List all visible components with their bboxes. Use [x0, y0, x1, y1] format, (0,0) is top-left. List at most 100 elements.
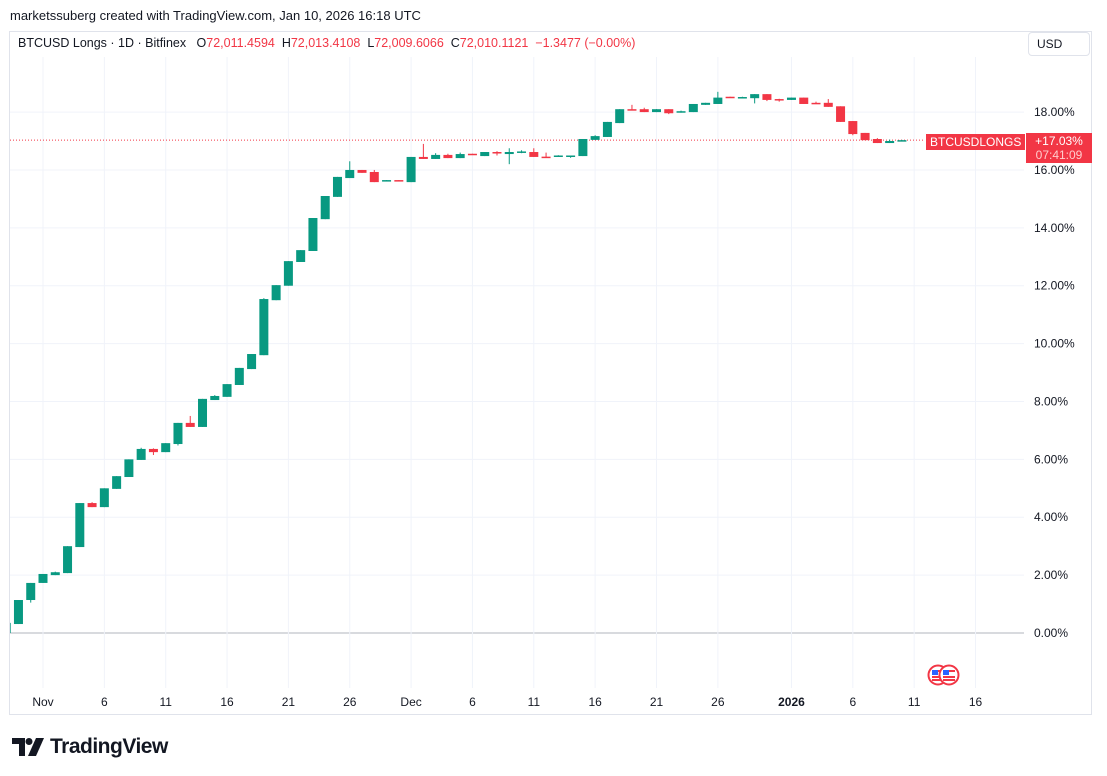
low-label: L: [367, 36, 375, 50]
symbol-title[interactable]: BTCUSD Longs · 1D · Bitfinex: [18, 36, 187, 50]
candle-body: [836, 106, 846, 122]
candle-body: [13, 600, 23, 625]
candle-body: [124, 459, 134, 478]
change-value: −1.3477 (−0.00%): [535, 36, 636, 50]
tradingview-logo-icon: [12, 738, 44, 756]
candle-body: [357, 169, 367, 173]
x-tick-label: 2026: [778, 695, 805, 709]
candle-body: [198, 398, 208, 427]
candle-body: [210, 395, 220, 401]
candle-body: [480, 152, 490, 157]
candle-body: [492, 152, 502, 154]
open-label: O: [196, 36, 207, 50]
y-tick-label: 10.00%: [1034, 337, 1075, 351]
y-tick-label: 12.00%: [1034, 279, 1075, 293]
close-value: 72,010.1121: [459, 36, 529, 50]
candle-body: [455, 154, 465, 159]
tradingview-logo[interactable]: TradingView: [12, 735, 168, 759]
chart-pane[interactable]: [9, 31, 1092, 715]
y-tick-label: 6.00%: [1034, 452, 1068, 466]
candle-body: [75, 503, 85, 548]
candle-body: [10, 622, 11, 633]
candle-body: [664, 109, 674, 114]
currency-button[interactable]: USD: [1028, 32, 1090, 56]
candle-body: [517, 151, 527, 153]
low-value: 72,009.6066: [374, 36, 444, 50]
candle-body: [112, 476, 122, 489]
candle-body: [762, 94, 772, 100]
candle-body: [406, 156, 416, 183]
y-tick-label: 16.00%: [1034, 163, 1075, 177]
chart-credit: marketssuberg created with TradingView.c…: [10, 8, 421, 23]
candle-body: [87, 503, 97, 508]
candle-body: [602, 121, 612, 137]
candle-body: [296, 250, 306, 262]
candle-body: [860, 132, 870, 141]
y-tick-label: 18.00%: [1034, 105, 1075, 119]
candle-body: [725, 96, 735, 99]
candle-body: [529, 152, 539, 157]
candle-body: [234, 367, 244, 385]
candle-body: [418, 156, 428, 159]
close-label: C: [450, 36, 460, 50]
y-tick-label: 2.00%: [1034, 568, 1068, 582]
candle-body: [50, 572, 60, 576]
candle-body: [259, 299, 269, 356]
candle-body: [897, 140, 907, 142]
candle-body: [443, 154, 453, 159]
candle-body: [504, 152, 514, 155]
brand-name: TradingView: [50, 735, 168, 758]
x-tick-label: 26: [343, 695, 357, 709]
candles-group: [10, 91, 907, 633]
candle-body: [185, 422, 195, 427]
candle-body: [148, 448, 158, 453]
y-tick-label: 8.00%: [1034, 394, 1068, 408]
candle-body: [578, 138, 588, 157]
candle-body: [247, 354, 257, 370]
high-value: 72,013.4108: [290, 36, 361, 50]
candle-body: [615, 109, 625, 124]
last-price-label: +17.03% 07:41:09: [1026, 133, 1092, 163]
us-flag-icon[interactable]: [927, 664, 961, 686]
candle-body: [320, 196, 330, 220]
candle-body: [308, 218, 318, 251]
candle-body: [872, 138, 882, 144]
x-tick-label: 16: [588, 695, 602, 709]
candle-body: [590, 136, 600, 140]
candle-body: [467, 153, 477, 156]
candle-body: [774, 99, 784, 101]
candle-body: [786, 97, 796, 100]
candle-body: [713, 97, 723, 104]
x-tick-label: 26: [711, 695, 725, 709]
candle-body: [332, 176, 342, 197]
candle-body: [676, 111, 686, 113]
x-tick-label: 6: [101, 695, 108, 709]
candle-body: [283, 261, 293, 286]
x-tick-label: 21: [282, 695, 296, 709]
candle-body: [99, 488, 109, 508]
candle-body: [161, 443, 171, 453]
candle-body: [431, 154, 441, 159]
bar-countdown: 07:41:09: [1035, 148, 1083, 162]
last-price-value: +17.03%: [1035, 134, 1083, 148]
candle-body: [271, 285, 281, 301]
x-tick-label: Dec: [400, 695, 421, 709]
x-tick-label: Nov: [32, 695, 53, 709]
candle-body: [38, 573, 48, 583]
candle-body: [566, 155, 576, 157]
high-label: H: [281, 36, 291, 50]
open-value: 72,011.4594: [206, 36, 275, 50]
x-tick-label: 11: [908, 695, 921, 709]
candle-body: [848, 121, 858, 135]
x-tick-label: 6: [469, 695, 476, 709]
candle-body: [799, 97, 809, 104]
candle-body: [701, 102, 711, 105]
x-tick-label: 11: [159, 695, 172, 709]
y-tick-label: 0.00%: [1034, 626, 1068, 640]
candle-body: [173, 422, 183, 445]
x-tick-label: 11: [528, 695, 541, 709]
symbol-legend: BTCUSD Longs · 1D · Bitfinex O72,011.459…: [18, 36, 635, 50]
candle-body: [136, 448, 146, 460]
candle-body: [885, 141, 895, 144]
